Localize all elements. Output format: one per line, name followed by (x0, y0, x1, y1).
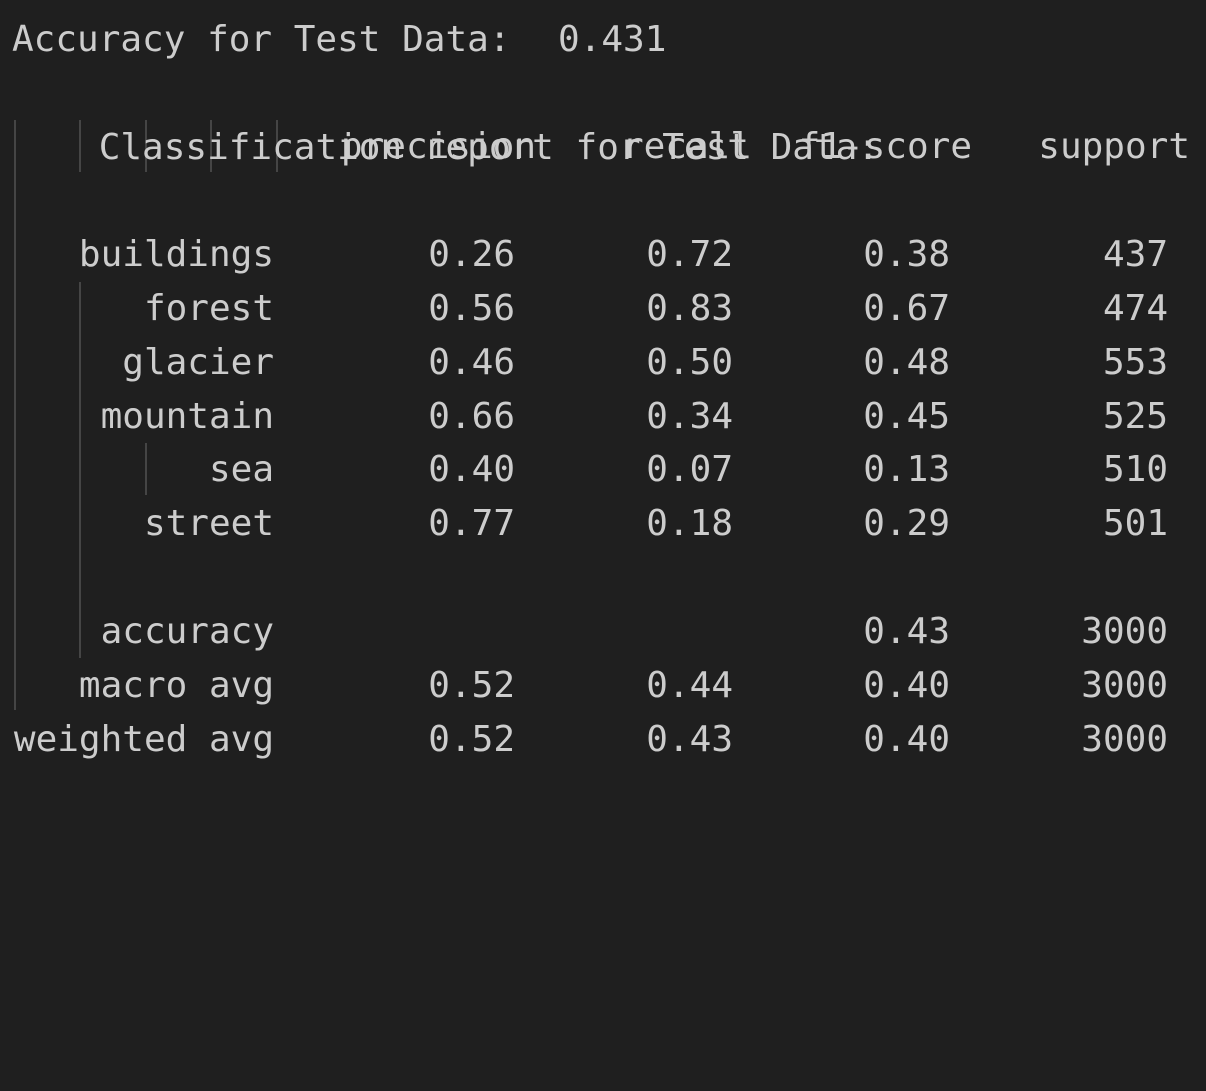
row-support: 525 (1102, 396, 1168, 437)
row-support: 3000 (1081, 611, 1168, 652)
accuracy-value: 0.431 (558, 19, 667, 60)
table-row: forest 0.56 0.83 0.67 474 (0, 282, 1168, 336)
header-recall: recall (621, 126, 752, 167)
row-recall: 0.83 (646, 288, 733, 329)
row-recall: 0.72 (646, 234, 733, 275)
indent-guide (14, 120, 16, 710)
row-f1: 0.43 (863, 611, 950, 652)
table-row: mountain 0.66 0.34 0.45 525 (0, 390, 1168, 444)
row-recall: 0.18 (646, 503, 733, 544)
report-label: Classification report for Test Data: (98, 127, 879, 168)
row-recall (600, 605, 733, 659)
row-f1: 0.40 (863, 665, 950, 706)
table-row: buildings 0.26 0.72 0.38 437 (0, 228, 1168, 282)
row-support: 510 (1102, 449, 1168, 490)
row-label: mountain (100, 396, 274, 437)
row-label: glacier (122, 342, 274, 383)
report-label-line: Classification report for Test Data: (12, 67, 879, 168)
row-f1: 0.45 (863, 396, 950, 437)
row-recall: 0.43 (646, 719, 733, 760)
row-support: 474 (1102, 288, 1168, 329)
header-precision: precision (340, 126, 536, 167)
summary-row: weighted avg 0.52 0.43 0.40 3000 (0, 713, 1168, 767)
indent-guide (210, 120, 212, 172)
header-support: support (1038, 126, 1190, 167)
row-label: sea (208, 449, 274, 490)
row-label: buildings (78, 234, 274, 275)
accuracy-label: Accuracy for Test Data: (12, 19, 511, 60)
row-precision: 0.66 (428, 396, 515, 437)
row-f1: 0.13 (863, 449, 950, 490)
row-precision: 0.52 (428, 719, 515, 760)
indent-guide (145, 120, 147, 172)
row-support: 3000 (1081, 719, 1168, 760)
report-header-row: precision recall f1-score support (0, 120, 1190, 174)
table-row: sea 0.40 0.07 0.13 510 (0, 443, 1168, 497)
row-precision (380, 605, 515, 659)
row-f1: 0.67 (863, 288, 950, 329)
row-precision: 0.77 (428, 503, 515, 544)
indent-guide (79, 120, 81, 172)
row-support: 501 (1102, 503, 1168, 544)
table-row: glacier 0.46 0.50 0.48 553 (0, 336, 1168, 390)
indent-guide (79, 282, 81, 658)
row-label: street (143, 503, 274, 544)
row-label: forest (143, 288, 274, 329)
indent-guide (276, 120, 278, 172)
row-recall: 0.44 (646, 665, 733, 706)
row-support: 553 (1102, 342, 1168, 383)
row-recall: 0.50 (646, 342, 733, 383)
summary-row: accuracy 0.43 3000 (0, 605, 1168, 659)
row-precision: 0.52 (428, 665, 515, 706)
row-precision: 0.26 (428, 234, 515, 275)
row-precision: 0.56 (428, 288, 515, 329)
header-f1-score: f1-score (798, 126, 972, 167)
row-recall: 0.07 (646, 449, 733, 490)
indent-guide (145, 443, 147, 495)
accuracy-line: Accuracy for Test Data: 0.431 (0, 13, 666, 67)
row-f1: 0.40 (863, 719, 950, 760)
row-support: 3000 (1081, 665, 1168, 706)
row-label: weighted avg (13, 719, 274, 760)
row-f1: 0.29 (863, 503, 950, 544)
table-row: street 0.77 0.18 0.29 501 (0, 497, 1168, 551)
row-precision: 0.46 (428, 342, 515, 383)
row-recall: 0.34 (646, 396, 733, 437)
row-label: accuracy (100, 611, 274, 652)
row-f1: 0.48 (863, 342, 950, 383)
row-precision: 0.40 (428, 449, 515, 490)
row-support: 437 (1102, 234, 1168, 275)
row-f1: 0.38 (863, 234, 950, 275)
summary-row: macro avg 0.52 0.44 0.40 3000 (0, 659, 1168, 713)
row-label: macro avg (78, 665, 274, 706)
